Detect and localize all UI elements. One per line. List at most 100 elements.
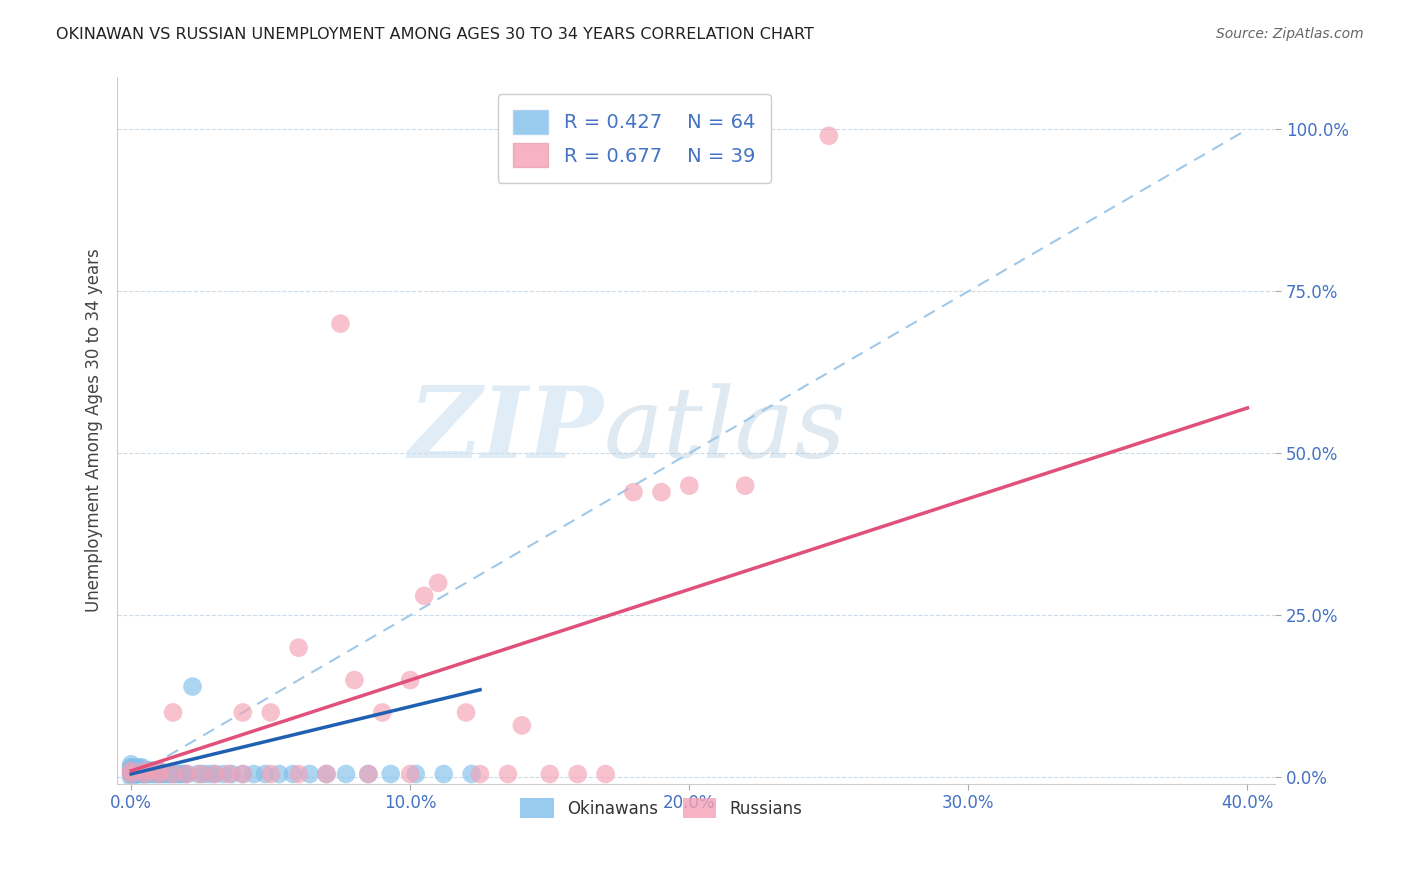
Point (218, 767, 240, 781)
Point (128, 767, 150, 781)
Point (243, 767, 266, 781)
Point (232, 706, 254, 720)
Point (128, 764, 150, 778)
Point (595, 767, 617, 781)
Point (128, 760, 150, 774)
Point (198, 767, 221, 781)
Point (329, 317, 352, 331)
Point (176, 767, 198, 781)
Point (170, 767, 193, 781)
Point (454, 706, 477, 720)
Point (254, 767, 277, 781)
Point (139, 767, 162, 781)
Point (142, 764, 165, 778)
Point (120, 767, 142, 781)
Point (538, 767, 561, 781)
Point (181, 680, 204, 694)
Point (142, 767, 165, 781)
Point (139, 764, 162, 778)
Point (315, 767, 337, 781)
Point (678, 478, 700, 492)
Point (134, 767, 156, 781)
Point (156, 767, 179, 781)
Point (335, 767, 357, 781)
Point (125, 760, 148, 774)
Point (120, 764, 142, 778)
Point (567, 767, 589, 781)
Point (260, 706, 283, 720)
Point (120, 764, 142, 778)
Point (380, 767, 402, 781)
Point (125, 764, 148, 778)
Point (650, 485, 672, 500)
Point (145, 767, 167, 781)
Point (623, 485, 645, 500)
Point (399, 767, 422, 781)
Point (145, 764, 167, 778)
Point (148, 767, 170, 781)
Point (260, 767, 283, 781)
Point (281, 767, 304, 781)
Point (193, 767, 215, 781)
Point (125, 767, 148, 781)
Point (120, 770, 142, 784)
Point (221, 767, 243, 781)
Point (371, 706, 394, 720)
Y-axis label: Unemployment Among Ages 30 to 34 years: Unemployment Among Ages 30 to 34 years (86, 249, 103, 613)
Point (120, 760, 142, 774)
Point (287, 640, 309, 655)
Point (167, 767, 190, 781)
Point (131, 764, 153, 778)
Point (120, 760, 142, 774)
Point (139, 764, 162, 778)
Point (399, 673, 422, 687)
Point (427, 575, 450, 590)
Point (131, 767, 153, 781)
Point (131, 767, 153, 781)
Point (460, 767, 482, 781)
Text: OKINAWAN VS RUSSIAN UNEMPLOYMENT AMONG AGES 30 TO 34 YEARS CORRELATION CHART: OKINAWAN VS RUSSIAN UNEMPLOYMENT AMONG A… (56, 27, 814, 42)
Point (232, 767, 254, 781)
Point (433, 767, 456, 781)
Point (162, 767, 184, 781)
Point (120, 767, 142, 781)
Point (136, 767, 159, 781)
Point (468, 767, 491, 781)
Point (405, 767, 427, 781)
Point (148, 764, 170, 778)
Point (315, 767, 337, 781)
Point (496, 767, 519, 781)
Point (131, 760, 153, 774)
Point (134, 764, 156, 778)
Point (165, 767, 187, 781)
Text: ZIP: ZIP (409, 383, 603, 479)
Point (510, 718, 533, 732)
Point (134, 767, 156, 781)
Point (287, 767, 309, 781)
Point (134, 767, 156, 781)
Point (159, 767, 181, 781)
Legend: Okinawans, Russians: Okinawans, Russians (513, 791, 810, 825)
Point (298, 767, 321, 781)
Point (267, 767, 290, 781)
Point (413, 589, 436, 603)
Point (818, 128, 841, 143)
Point (120, 757, 142, 772)
Point (153, 767, 176, 781)
Point (343, 673, 366, 687)
Point (136, 764, 159, 778)
Point (357, 767, 380, 781)
Point (134, 764, 156, 778)
Point (148, 767, 170, 781)
Point (125, 767, 148, 781)
Point (148, 764, 170, 778)
Point (232, 767, 254, 781)
Point (120, 767, 142, 781)
Point (162, 767, 184, 781)
Point (190, 767, 212, 781)
Point (162, 706, 184, 720)
Text: Source: ZipAtlas.com: Source: ZipAtlas.com (1216, 27, 1364, 41)
Point (120, 764, 142, 778)
Point (204, 767, 226, 781)
Text: atlas: atlas (603, 383, 846, 478)
